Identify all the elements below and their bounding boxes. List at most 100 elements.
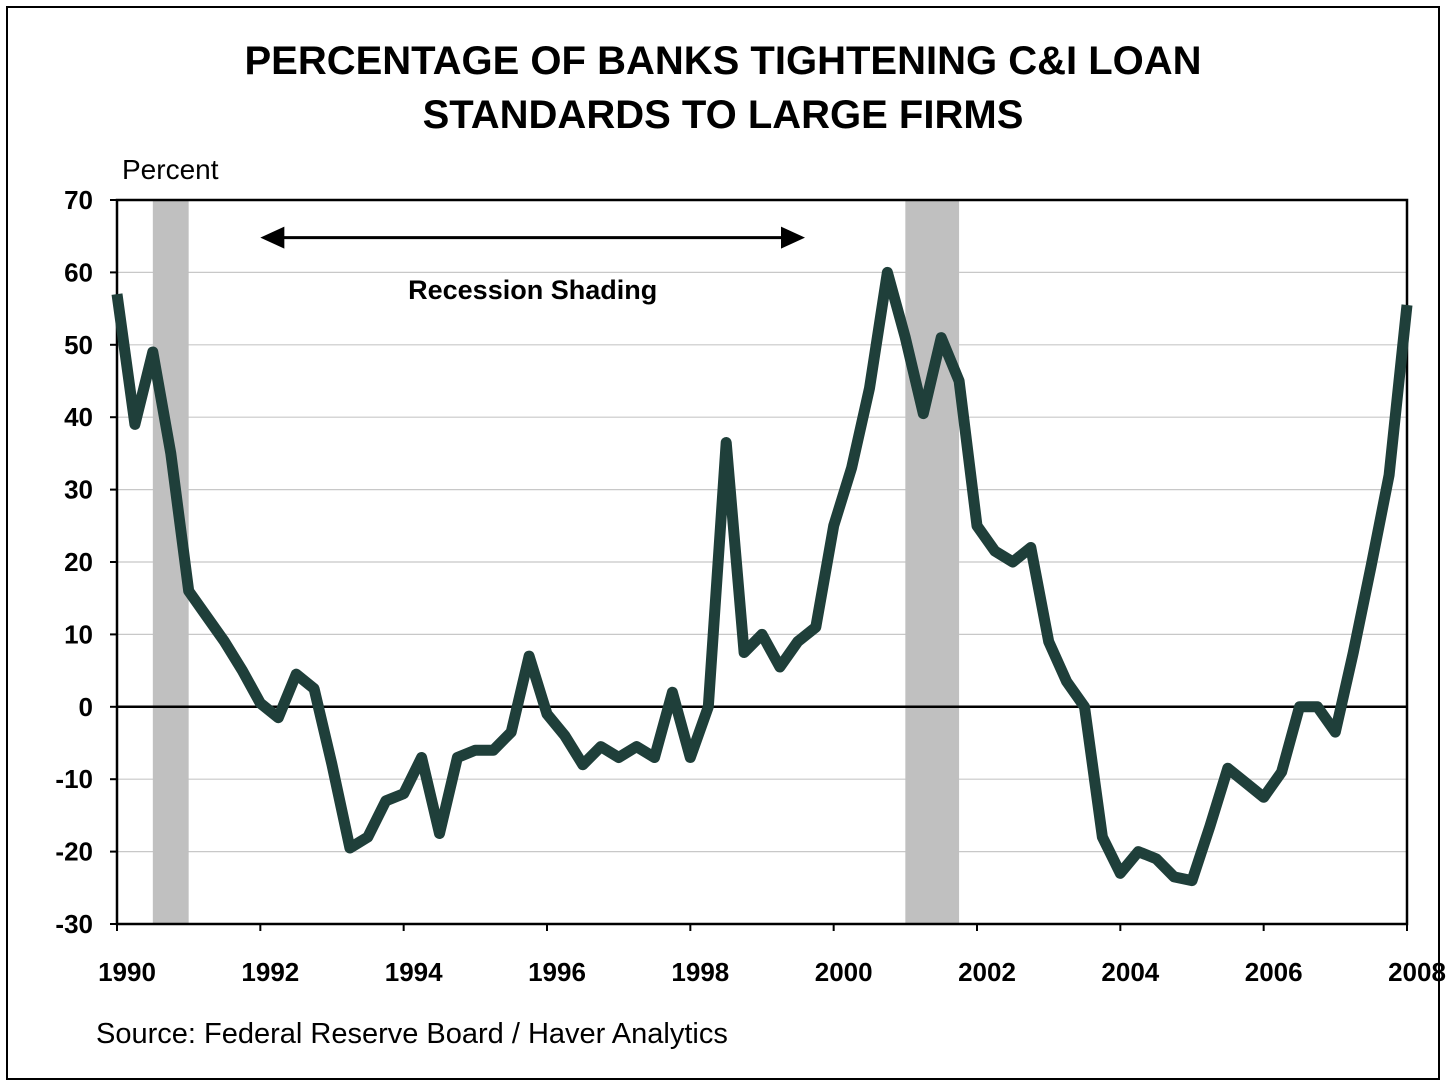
data-point-0-14 [367, 837, 368, 838]
series-line-0 [111, 266, 1413, 887]
y-tick-label-9: -20 [55, 837, 93, 867]
x-tick-label-9: 2008 [1388, 957, 1446, 987]
data-point-0-48 [977, 525, 978, 526]
data-point-0-58 [1156, 858, 1157, 859]
data-point-0-22 [511, 732, 512, 733]
data-point-0-52 [1048, 641, 1049, 642]
x-tick-label-0: 1990 [98, 957, 156, 987]
data-point-0-35 [744, 652, 745, 653]
data-point-0-31 [672, 692, 673, 693]
recession-shade-1 [905, 200, 960, 924]
data-point-0-10 [296, 674, 297, 675]
data-point-0-62 [1227, 768, 1228, 769]
annotation-arrowhead-right [781, 226, 805, 249]
data-point-0-51 [1030, 547, 1031, 548]
data-point-0-27 [600, 746, 601, 747]
data-point-0-18 [439, 833, 440, 834]
y-tick-label-7: 0 [79, 692, 93, 722]
data-point-0-24 [547, 714, 548, 715]
y-tick-label-6: 10 [64, 619, 93, 649]
annotation-label: Recession Shading [408, 275, 657, 305]
data-point-0-21 [493, 750, 494, 751]
data-point-0-40 [833, 525, 834, 526]
data-point-0-28 [618, 757, 619, 758]
data-point-0-39 [815, 627, 816, 628]
data-point-0-49 [994, 551, 995, 552]
data-point-0-64 [1263, 797, 1264, 798]
data-point-0-56 [1120, 873, 1121, 874]
data-point-0-1 [134, 424, 135, 425]
data-point-0-70 [1371, 565, 1372, 566]
data-point-0-50 [1012, 562, 1013, 563]
data-point-0-9 [278, 717, 279, 718]
x-tick-label-5: 2000 [815, 957, 873, 987]
data-point-0-4 [188, 590, 189, 591]
data-point-0-3 [170, 453, 171, 454]
chart-title-line-1: PERCENTAGE OF BANKS TIGHTENING C&I LOAN [244, 39, 1202, 83]
data-point-0-26 [582, 764, 583, 765]
data-point-0-47 [959, 381, 960, 382]
data-point-0-38 [797, 641, 798, 642]
x-tick-label-3: 1996 [528, 957, 586, 987]
data-point-0-30 [654, 757, 655, 758]
data-point-0-11 [314, 688, 315, 689]
y-tick-label-4: 30 [64, 475, 93, 505]
data-point-0-55 [1102, 837, 1103, 838]
data-point-0-45 [923, 413, 924, 414]
data-point-0-60 [1192, 880, 1193, 881]
data-point-0-17 [421, 757, 422, 758]
y-tick-label-2: 50 [64, 330, 93, 360]
data-point-0-2 [152, 352, 153, 353]
data-point-0-66 [1299, 706, 1300, 707]
data-point-0-20 [475, 750, 476, 751]
data-point-0-34 [726, 442, 727, 443]
data-point-0-42 [869, 388, 870, 389]
x-tick-label-4: 1998 [671, 957, 729, 987]
x-tick-label-2: 1994 [385, 957, 443, 987]
x-tick-label-1: 1992 [241, 957, 299, 987]
data-point-0-71 [1389, 475, 1390, 476]
data-point-0-0 [117, 294, 118, 295]
data-point-0-61 [1209, 826, 1210, 827]
data-point-0-37 [779, 666, 780, 667]
data-point-0-46 [941, 337, 942, 338]
data-point-0-23 [529, 656, 530, 657]
annotation-arrowhead-left [260, 226, 285, 249]
data-point-0-13 [349, 847, 350, 848]
source-note: Source: Federal Reserve Board / Haver An… [96, 1018, 728, 1050]
data-point-0-44 [905, 337, 906, 338]
data-point-0-68 [1335, 732, 1336, 733]
data-point-0-63 [1245, 782, 1246, 783]
data-point-0-32 [690, 757, 691, 758]
data-point-0-5 [206, 616, 207, 617]
data-point-0-15 [385, 800, 386, 801]
data-point-0-29 [636, 746, 637, 747]
y-tick-label-8: -10 [55, 764, 93, 794]
data-point-0-54 [1084, 706, 1085, 707]
data-point-0-65 [1281, 771, 1282, 772]
data-point-0-57 [1138, 851, 1139, 852]
data-point-0-12 [332, 764, 333, 765]
data-point-0-43 [887, 272, 888, 273]
data-point-0-19 [457, 757, 458, 758]
y-tick-label-3: 40 [64, 402, 93, 432]
chart-title: PERCENTAGE OF BANKS TIGHTENING C&I LOAN … [0, 34, 1446, 142]
y-tick-label-1: 60 [64, 257, 93, 287]
x-tick-label-8: 2006 [1245, 957, 1303, 987]
data-point-0-33 [708, 706, 709, 707]
data-point-0-41 [851, 467, 852, 468]
x-tick-label-7: 2004 [1101, 957, 1159, 987]
y-tick-label-0: 70 [64, 185, 93, 215]
data-point-0-67 [1317, 706, 1318, 707]
data-point-0-53 [1066, 681, 1067, 682]
data-point-0-69 [1353, 652, 1354, 653]
data-point-0-16 [403, 793, 404, 794]
data-point-0-36 [762, 634, 763, 635]
data-point-0-72 [1407, 304, 1408, 305]
y-tick-label-5: 20 [64, 547, 93, 577]
y-axis-unit-label: Percent [122, 154, 219, 185]
data-point-0-59 [1174, 876, 1175, 877]
data-point-0-8 [260, 703, 261, 704]
data-point-0-6 [224, 641, 225, 642]
